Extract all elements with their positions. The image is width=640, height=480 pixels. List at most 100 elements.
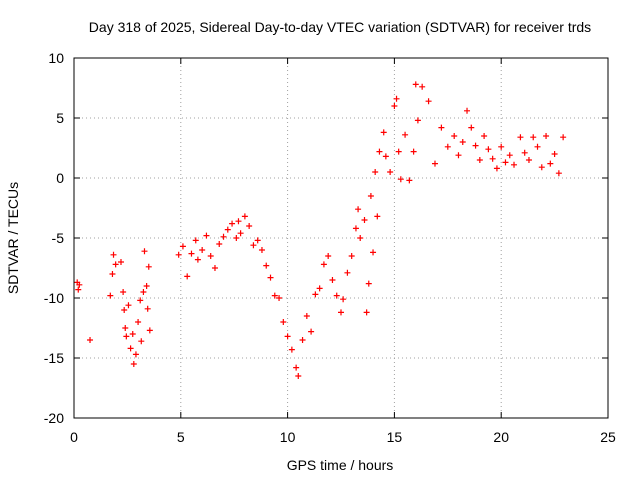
x-axis-label: GPS time / hours (287, 457, 394, 473)
data-point (412, 81, 419, 88)
y-tick-label: -15 (44, 350, 64, 366)
data-point (543, 133, 550, 139)
data-point (312, 291, 319, 298)
y-tick-label: 0 (56, 170, 64, 186)
data-point (530, 134, 537, 141)
data-point (258, 247, 265, 253)
data-point (363, 309, 370, 316)
data-point (365, 280, 372, 287)
data-point (425, 98, 432, 105)
y-tick-label: 5 (56, 110, 64, 126)
data-point (199, 247, 206, 253)
x-tick-label: 0 (70, 429, 78, 445)
data-point (130, 361, 137, 367)
data-point (303, 313, 310, 319)
y-tick-label: -5 (52, 230, 65, 246)
data-point (551, 151, 558, 157)
data-point (280, 319, 287, 325)
x-tick-label: 25 (600, 429, 616, 445)
data-point (361, 217, 368, 223)
data-point (203, 232, 210, 239)
data-point (192, 237, 199, 244)
data-point (560, 134, 567, 141)
data-point (431, 160, 438, 167)
data-point (380, 129, 387, 136)
data-point (316, 285, 323, 292)
data-point (387, 169, 394, 175)
sdtvar-series (74, 81, 567, 379)
data-point (338, 309, 344, 316)
data-point (340, 296, 347, 303)
data-point (459, 139, 466, 145)
data-point (406, 177, 413, 184)
data-point (254, 237, 261, 244)
data-point (135, 319, 142, 325)
data-point (498, 143, 505, 150)
data-point (216, 241, 223, 247)
data-point (107, 292, 114, 299)
data-point (329, 277, 336, 283)
data-point (511, 161, 518, 168)
data-point (194, 256, 201, 263)
data-point (229, 220, 236, 227)
data-point (235, 218, 242, 225)
data-point (444, 143, 451, 150)
x-tick-label: 15 (387, 429, 403, 445)
tick-labels: 0 5 10 15 20 25 -20 -15 -10 -5 0 5 10 (44, 50, 616, 445)
data-point (382, 153, 389, 160)
data-point (117, 259, 124, 265)
data-point (220, 233, 227, 240)
data-point (333, 292, 340, 299)
data-point (357, 235, 364, 241)
data-point (348, 253, 355, 259)
data-point (224, 226, 231, 233)
data-point (112, 261, 119, 268)
y-axis-label: SDTVAR / TECUs (5, 182, 21, 294)
data-point (284, 333, 291, 340)
data-point (525, 157, 532, 163)
data-point (140, 289, 147, 295)
data-point (547, 160, 554, 167)
data-point (144, 305, 151, 312)
data-point (271, 292, 278, 299)
data-point (485, 146, 492, 153)
data-point (468, 124, 475, 131)
data-point (299, 337, 306, 343)
data-point (145, 263, 152, 270)
data-point (237, 230, 244, 237)
data-point (129, 331, 136, 337)
data-point (370, 249, 377, 256)
data-point (476, 157, 483, 163)
data-point (451, 133, 458, 139)
data-point (123, 333, 130, 340)
data-point (352, 225, 359, 232)
data-point (376, 148, 383, 155)
data-point (521, 149, 528, 156)
y-tick-label: -20 (44, 410, 64, 426)
data-point (325, 253, 332, 259)
x-tick-label: 10 (280, 429, 296, 445)
data-point (555, 170, 562, 177)
data-point (184, 273, 191, 280)
data-point (175, 251, 182, 258)
data-point (109, 271, 116, 277)
data-point (137, 297, 144, 304)
data-point (464, 107, 471, 114)
data-point (293, 364, 300, 371)
data-point (295, 373, 302, 379)
data-point (419, 83, 426, 90)
data-point (288, 346, 295, 353)
data-point (534, 143, 541, 150)
data-point (276, 295, 283, 301)
data-point (141, 248, 148, 255)
x-tick-label: 20 (493, 429, 509, 445)
data-point (397, 176, 404, 183)
data-point (146, 327, 153, 334)
data-point (246, 223, 253, 229)
data-point (211, 265, 218, 271)
y-tick-label: 10 (48, 50, 64, 66)
data-point (395, 148, 402, 155)
y-tick-label: -10 (44, 290, 64, 306)
data-point (308, 328, 315, 335)
data-point (393, 95, 400, 102)
